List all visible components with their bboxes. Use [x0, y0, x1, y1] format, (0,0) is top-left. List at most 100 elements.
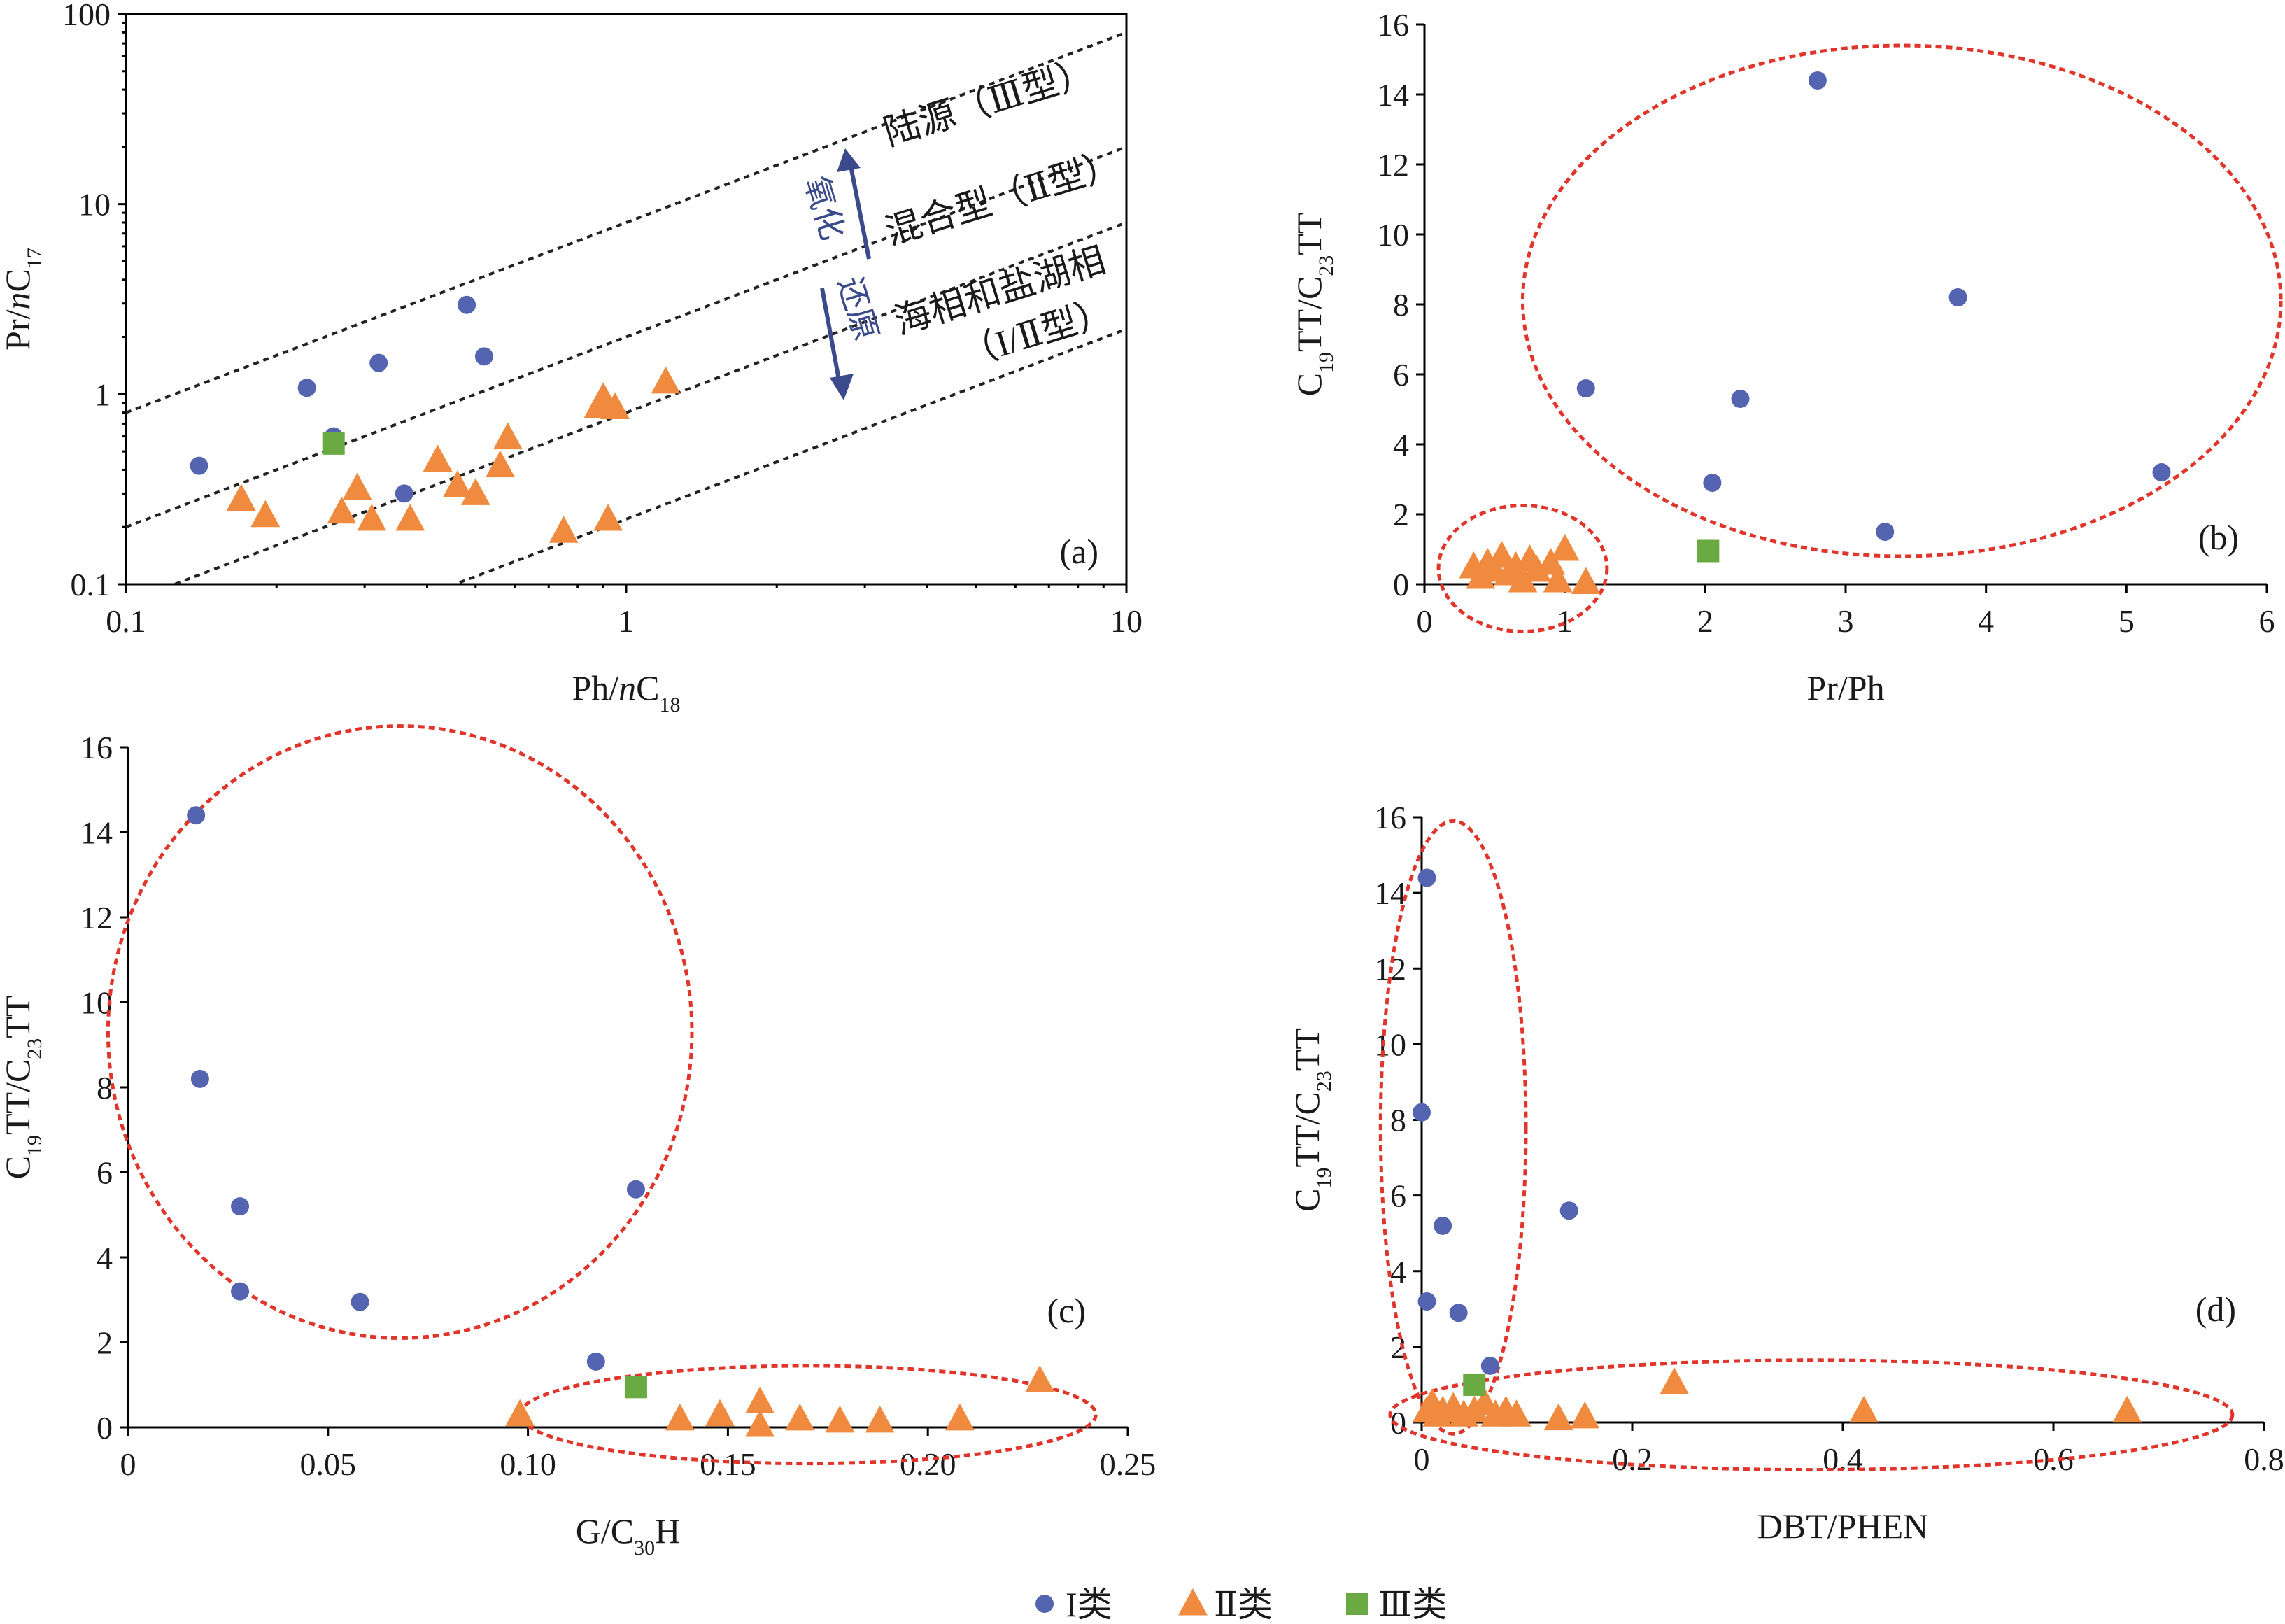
chart-a-point-triangle — [593, 503, 623, 531]
legend-marker-triangle — [1178, 1588, 1208, 1616]
chart-c-panel-label: (c) — [1047, 1291, 1087, 1330]
chart-b-point-triangle — [1508, 565, 1538, 593]
chart-b-y-tick-label: 8 — [1393, 287, 1409, 323]
legend-label: Ⅱ类 — [1214, 1585, 1273, 1624]
chart-b-series-2 — [1459, 534, 1601, 594]
chart-b-point-circle — [1731, 390, 1750, 408]
chart-b-y-tick-label: 4 — [1393, 427, 1409, 463]
chart-d-point-triangle — [1501, 1399, 1531, 1427]
chart-b-point-circle — [1703, 474, 1722, 492]
chart-c-group-ellipse-1 — [106, 724, 694, 1340]
chart-c-point-circle — [586, 1352, 605, 1371]
chart-b-point-circle — [2152, 463, 2171, 481]
chart-b-series-1 — [1576, 71, 2171, 541]
chart-c-series-2 — [505, 1365, 1055, 1437]
chart-b-x-tick-label: 6 — [2259, 603, 2275, 639]
chart-b-x-tick-label: 5 — [2118, 603, 2135, 639]
chart-a-y-tick-label: 10 — [78, 187, 111, 223]
chart-a-point-triangle — [342, 472, 372, 500]
chart-b-y-tick-label: 6 — [1393, 357, 1409, 393]
chart-c-point-triangle — [665, 1403, 695, 1431]
chart-c-point-triangle — [745, 1409, 775, 1437]
chart-a-y-tick-label: 0.1 — [71, 567, 111, 602]
chart-a-series-2 — [226, 366, 681, 543]
chart-d-y-tick-label: 6 — [1390, 1178, 1406, 1214]
chart-d-group-ellipse-1 — [1378, 819, 1528, 1436]
chart-c-y-tick-label: 6 — [97, 1155, 113, 1191]
legend-marker-square — [1346, 1593, 1368, 1615]
chart-c-x-tick-label: 0 — [120, 1446, 136, 1482]
chart-b-point-triangle — [1550, 534, 1580, 561]
chart-a-point-circle — [458, 295, 476, 314]
chart-a-x-tick-label: 10 — [1110, 603, 1142, 639]
chart-a-point-triangle — [651, 366, 681, 394]
chart-b-point-triangle — [1522, 555, 1552, 582]
chart-d-x-tick-label: 0.4 — [1823, 1441, 1863, 1477]
chart-d-point-circle — [1559, 1201, 1578, 1220]
chart-d-point-circle — [1480, 1356, 1499, 1375]
chart-c-point-triangle — [745, 1386, 775, 1414]
chart-b-y-axis-title: C19TT/C23TT — [1289, 213, 1338, 397]
chart-a-point-triangle — [250, 500, 281, 528]
chart-c-x-tick-label: 0.20 — [900, 1446, 956, 1482]
chart-b-series-3 — [1697, 539, 1720, 563]
chart-b-group-ellipse-2 — [1520, 43, 2283, 558]
chart-c-y-axis-title: C19TT/C23TT — [0, 996, 46, 1180]
chart-c-y-tick-label: 12 — [80, 900, 113, 935]
chart-b-point-triangle — [1543, 565, 1573, 593]
chart-a-x-axis-title: Ph/nC18 — [572, 668, 680, 716]
chart-a-y-tick-label: 100 — [62, 0, 111, 32]
chart-a-point-triangle — [423, 444, 453, 472]
chart-b-y-tick-label: 0 — [1393, 567, 1409, 602]
chart-d-point-triangle — [1660, 1367, 1690, 1394]
legend-marker-circle — [1035, 1595, 1054, 1613]
chart-c-y-tick-label: 2 — [97, 1325, 113, 1361]
chart-c-x-axis-title: G/C30H — [576, 1511, 680, 1560]
chart-d-series-2 — [1412, 1367, 2142, 1431]
chart-a-point-square — [322, 432, 345, 455]
chart-b-x-axis-title: Pr/Ph — [1806, 668, 1884, 707]
chart-a-point-triangle — [357, 503, 387, 531]
chart-d-point-circle — [1449, 1304, 1468, 1322]
chart-d-y-tick-label: 0 — [1390, 1405, 1406, 1441]
chart-c-point-triangle — [865, 1405, 895, 1433]
chart-a-point-circle — [190, 456, 208, 475]
chart-a-point-circle — [395, 484, 413, 503]
chart-c-group-ellipse-2 — [518, 1364, 1098, 1466]
chart-c-point-triangle — [785, 1403, 815, 1431]
chart-a-series-3 — [322, 432, 345, 455]
chart-b-y-tick-label: 16 — [1377, 7, 1409, 43]
chart-d-y-tick-label: 16 — [1374, 800, 1406, 835]
chart-b-point-square — [1697, 539, 1720, 563]
chart-d-point-circle — [1417, 1292, 1436, 1311]
chart-b-y-tick-label: 10 — [1377, 217, 1409, 253]
chart-d-point-triangle — [1543, 1403, 1573, 1431]
chart-b-point-triangle — [1466, 562, 1496, 589]
chart-a-y-tick-label: 1 — [94, 376, 111, 412]
chart-a-point-circle — [474, 347, 493, 366]
chart-c-point-triangle — [945, 1403, 975, 1431]
chart-d-x-tick-label: 0.8 — [2244, 1441, 2284, 1477]
chart-d-point-circle — [1417, 868, 1436, 887]
chart-c-point-circle — [190, 1069, 209, 1088]
chart-c-point-triangle — [705, 1399, 735, 1427]
chart-b-y-tick-label: 2 — [1393, 497, 1409, 532]
chart-c-point-circle — [231, 1282, 250, 1301]
legend-label: I类 — [1066, 1585, 1112, 1624]
chart-c-point-square — [624, 1376, 647, 1399]
chart-c-point-circle — [187, 806, 206, 825]
legend-label: Ⅲ类 — [1378, 1585, 1447, 1624]
chart-d-y-tick-label: 14 — [1374, 875, 1406, 911]
chart-b-panel-label: (b) — [2198, 518, 2239, 557]
chart-c-y-tick-label: 14 — [80, 815, 113, 851]
chart-d-point-circle — [1434, 1216, 1452, 1235]
chart-c-series-1 — [187, 806, 645, 1371]
chart-b-x-tick-label: 2 — [1697, 603, 1713, 639]
chart-c-x-tick-label: 0.10 — [500, 1446, 556, 1482]
chart-a-reduction-arrow — [820, 288, 842, 384]
chart-d-y-tick-label: 4 — [1390, 1254, 1406, 1290]
